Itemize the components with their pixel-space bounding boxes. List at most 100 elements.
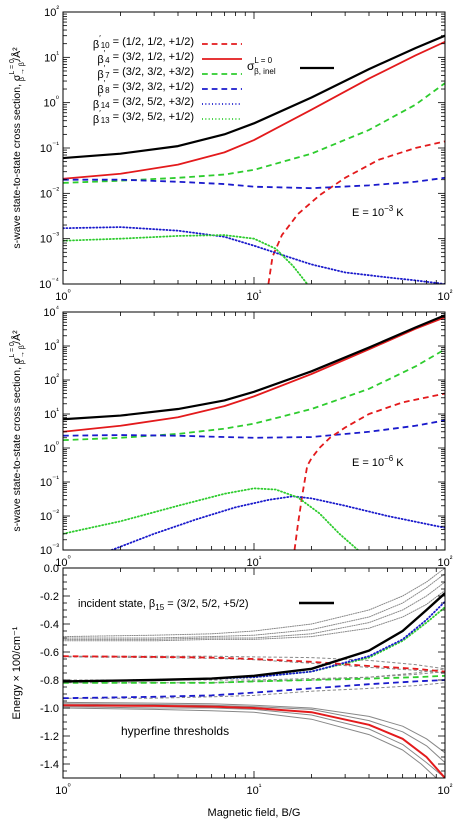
top-series-group — [63, 34, 445, 284]
bottom-hyperfine-annotation: hyperfine thresholds — [121, 724, 229, 738]
top-series-8-3-2-3-2-1-2 — [63, 176, 445, 190]
legend-text-part: 13 — [101, 116, 110, 125]
top-ytick-label: 10⁻³ — [40, 231, 59, 246]
tick-exponent: ⁻¹ — [52, 140, 59, 149]
legend-text-part: ′ — [104, 79, 106, 88]
bottom-ytick-label: -1.4 — [40, 759, 59, 771]
annotation-part: E = 10 — [352, 207, 384, 219]
middle-series-group — [63, 314, 445, 550]
legend-text-part: 15 — [155, 603, 164, 612]
annotation-part: K — [393, 207, 404, 219]
bottom-ytick-label: -0.4 — [40, 619, 59, 631]
middle-series-14-3-2-5-2-3-2 — [110, 495, 445, 550]
tick-exponent: ⁰ — [56, 95, 59, 104]
middle-ytick-label: 10³ — [44, 338, 59, 353]
bottom-series-grey-solid-2 — [63, 703, 445, 763]
legend-text-part: β — [93, 114, 99, 126]
legend-text-part: ′ — [99, 94, 101, 103]
legend-text-part: ′ — [104, 49, 106, 58]
bottom-series-group — [63, 568, 445, 778]
axis-label-part: /Å² — [10, 47, 23, 61]
bottom-ytick-label: -0.8 — [40, 675, 59, 687]
tick-exponent: ² — [450, 782, 453, 791]
axis-label-part: s-wave state-to-state cross section, σ — [11, 74, 23, 248]
legend-text-part: σ — [247, 59, 255, 73]
bottom-series-green-dashed-threshold — [63, 674, 445, 684]
tick-base: 10 — [55, 785, 67, 797]
tick-exponent: ⁻² — [52, 508, 59, 517]
tick-base: 10 — [44, 409, 56, 421]
legend-text-part: ′ — [99, 34, 101, 43]
bottom-xtick-label: 10⁰ — [55, 782, 70, 797]
bottom-legend-incident-label: incident state, β15 = (3/2, 5/2, +5/2) — [78, 598, 249, 612]
annotation-part: −6 — [384, 454, 394, 463]
bottom-series-grey-dotted-1 — [63, 568, 445, 638]
legend-text-part: β — [93, 39, 99, 51]
middle-xtick-label: 10² — [438, 554, 453, 569]
top-xtick-label: 10¹ — [247, 288, 262, 303]
top-legend-entry-3-label: β′8 = (3/2, 3/2, +1/2) — [97, 79, 194, 96]
top-xtick-label: 10² — [438, 288, 453, 303]
bottom-ytick-label: -1.2 — [40, 731, 59, 743]
tick-base: 10 — [39, 279, 51, 291]
bottom-series-red-dashed-threshold — [63, 655, 445, 673]
tick-base: 10 — [44, 443, 56, 455]
legend-text-part: = (3/2, 5/2, +3/2) — [110, 96, 194, 108]
top-legend-entry-4-label: β′14 = (3/2, 5/2, +3/2) — [93, 94, 194, 111]
legend-text-part: 7 — [105, 71, 110, 80]
middle-series-4-3-2-1-2-1-2 — [63, 316, 445, 433]
tick-base: 10 — [438, 291, 450, 303]
legend-text-part: ′ — [99, 109, 101, 118]
top-legend-entry-0-label: β′10 = (1/2, 1/2, +1/2) — [93, 34, 194, 51]
top-series-4-3-2-1-2-1-2 — [63, 40, 445, 180]
bottom-series-grey-solid-4 — [63, 707, 437, 778]
legend-text-part: = (1/2, 1/2, +1/2) — [110, 36, 194, 48]
middle-ytick-label: 10¹ — [44, 406, 59, 421]
middle-series-10-1-2-1-2-1-2 — [293, 392, 445, 550]
middle-energy-annotation: E = 10−6 K — [352, 454, 404, 469]
top-series-13-3-2-5-2-1-2 — [63, 234, 309, 284]
tick-exponent: ¹ — [259, 288, 262, 297]
legend-text-part: 10 — [101, 41, 110, 50]
tick-base: 10 — [247, 785, 259, 797]
legend-text-part: β — [97, 54, 103, 66]
middle-xtick-label: 10¹ — [247, 554, 262, 569]
top-ytick-label: 10⁰ — [44, 95, 59, 110]
bottom-ytick-label: -0.6 — [40, 647, 59, 659]
legend-text-part: β, inel — [254, 67, 276, 76]
x-axis-label: Magnetic field, B/G — [208, 807, 301, 819]
legend-text-part: = (3/2, 1/2, +1/2) — [110, 51, 194, 63]
bottom-ytick-label: -0.2 — [40, 591, 59, 603]
middle-series-13-3-2-5-2-1-2 — [63, 487, 359, 550]
tick-base: 10 — [40, 545, 52, 557]
middle-series-inel-l-0 — [63, 314, 445, 421]
annotation-part: E = 10 — [352, 457, 384, 469]
bottom-series-red-solid-threshold — [63, 704, 445, 778]
bottom-series-incident-state-15-3-2-5-2-5-2 — [63, 592, 445, 683]
legend-text-part: L = 0 — [254, 56, 272, 65]
bottom-xtick-label: 10² — [438, 782, 453, 797]
tick-base: 10 — [44, 341, 56, 353]
legend-text-part: ′ — [104, 64, 106, 73]
top-ytick-label: 10² — [44, 4, 59, 19]
tick-exponent: ⁻⁴ — [51, 276, 59, 285]
middle-xtick-label: 10⁰ — [55, 554, 70, 569]
bottom-series-grey-solid-1 — [63, 701, 445, 754]
tick-exponent: ⁻³ — [52, 542, 59, 551]
bottom-series-grey-dotted-3 — [63, 581, 445, 640]
middle-ytick-label: 10⁻³ — [40, 542, 59, 557]
top-legend-entry-5-label: β′13 = (3/2, 5/2, +1/2) — [93, 109, 194, 126]
tick-exponent: ⁰ — [68, 554, 71, 563]
middle-ytick-label: 10⁴ — [43, 304, 59, 319]
middle-ytick-label: 10⁰ — [44, 440, 59, 455]
axis-label-part: β → β′ — [19, 343, 26, 364]
tick-base: 10 — [247, 557, 259, 569]
legend-text-part: = (3/2, 5/2, +5/2) — [164, 598, 248, 610]
legend-text-part: 14 — [101, 101, 110, 110]
tick-base: 10 — [247, 291, 259, 303]
annotation-part: K — [393, 457, 404, 469]
tick-exponent: ⁻² — [52, 185, 59, 194]
axis-label-part: /Å² — [10, 330, 23, 344]
legend-text-part: 4 — [105, 56, 110, 65]
